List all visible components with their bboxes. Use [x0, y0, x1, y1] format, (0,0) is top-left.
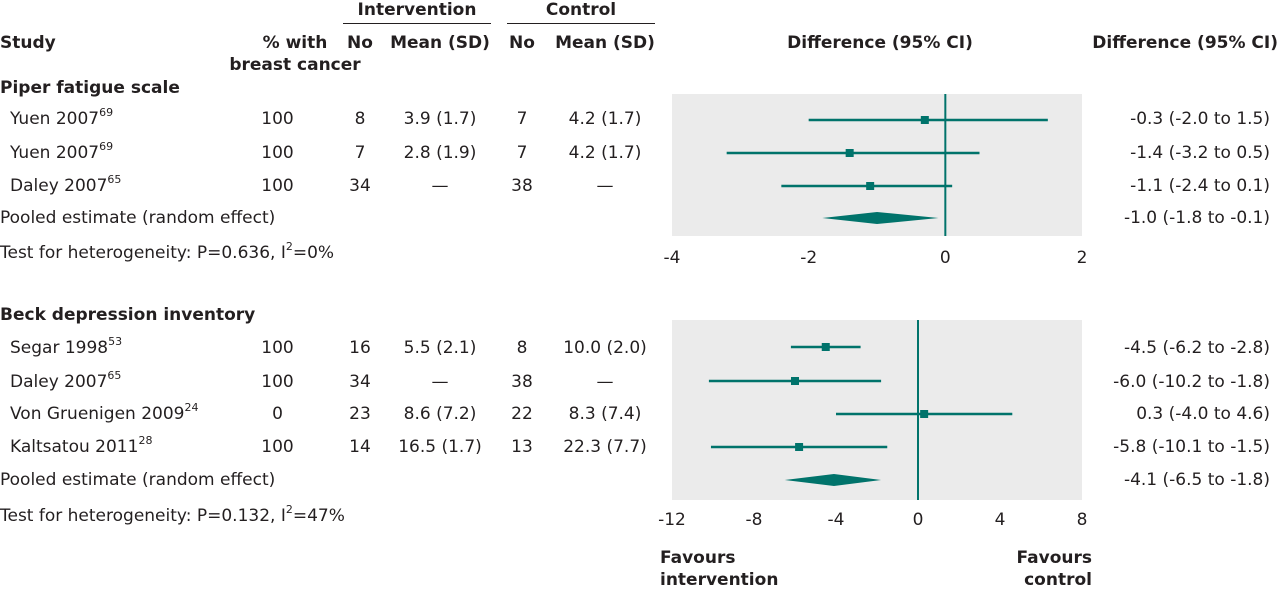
- favours-intervention-line2: intervention: [660, 570, 779, 590]
- intervention-no-value: 8: [354, 109, 366, 129]
- control-group-header: Control: [545, 0, 617, 20]
- difference-ci-value: 0.3 (-4.0 to 4.6): [1136, 404, 1270, 424]
- intervention-no-value: 16: [349, 338, 371, 358]
- control-mean-sd-value: 4.2 (1.7): [568, 143, 642, 163]
- favours-control-line2: control: [1024, 570, 1092, 590]
- x-tick-label: -4: [828, 510, 845, 530]
- difference-ci-value: -6.0 (-10.2 to -1.8): [1113, 372, 1270, 392]
- intervention-mean-sd-value: 8.6 (7.2): [403, 404, 477, 424]
- control-mean-sd-value: —: [596, 372, 614, 392]
- x-tick-label: 0: [913, 510, 924, 530]
- x-tick-label: 4: [995, 510, 1006, 530]
- intervention-header-rule: [343, 23, 491, 24]
- plot-background: [672, 320, 1082, 500]
- difference-ci-value: -1.1 (-2.4 to 0.1): [1130, 176, 1270, 196]
- intervention-mean-sd-value: 5.5 (2.1): [403, 338, 477, 358]
- pooled-estimate-label: Pooled estimate (random effect): [0, 470, 276, 490]
- pooled-estimate-label: Pooled estimate (random effect): [0, 208, 276, 228]
- control-mean-sd-value: 22.3 (7.7): [563, 437, 647, 457]
- pct-breast-cancer-value: 100: [261, 109, 294, 129]
- pct-breast-cancer-header-line2: breast cancer: [229, 55, 361, 75]
- point-estimate-marker: [791, 377, 799, 385]
- section-title-beck: Beck depression inventory: [0, 305, 256, 325]
- intervention-mean-sd-value: 16.5 (1.7): [398, 437, 482, 457]
- pooled-difference-ci-value: -1.0 (-1.8 to -0.1): [1123, 208, 1270, 228]
- intervention-no-value: 34: [349, 372, 371, 392]
- x-tick-label: 2: [1077, 248, 1088, 268]
- control-no-value: 38: [511, 176, 533, 196]
- pooled-difference-ci-value: -4.1 (-6.5 to -1.8): [1123, 470, 1270, 490]
- intervention-no-header: No: [347, 33, 373, 53]
- pooled-estimate-diamond: [784, 474, 882, 486]
- point-estimate-marker: [821, 343, 830, 351]
- point-estimate-marker: [866, 182, 875, 190]
- pct-breast-cancer-value: 100: [261, 143, 294, 163]
- point-estimate-marker: [845, 149, 854, 157]
- intervention-no-value: 34: [349, 176, 371, 196]
- control-mean-sd-header: Mean (SD): [555, 33, 655, 53]
- control-no-value: 7: [516, 109, 528, 129]
- difference-ci-value: -1.4 (-3.2 to 0.5): [1130, 143, 1270, 163]
- control-mean-sd-value: 10.0 (2.0): [563, 338, 647, 358]
- pct-breast-cancer-value: 0: [272, 404, 283, 424]
- study-name: Yuen 200769: [10, 140, 114, 163]
- difference-column-header: Difference (95% CI): [1092, 33, 1278, 53]
- favours-control-line1: Favours: [1016, 548, 1092, 568]
- study-name: Yuen 200769: [10, 106, 114, 129]
- pct-breast-cancer-value: 100: [261, 176, 294, 196]
- study-name: Segar 199853: [10, 335, 123, 358]
- study-column-header: Study: [0, 33, 56, 53]
- control-no-value: 7: [516, 143, 528, 163]
- x-tick-label: -8: [746, 510, 763, 530]
- x-tick-label: -12: [658, 510, 686, 530]
- control-no-value: 22: [511, 404, 533, 424]
- intervention-no-value: 7: [354, 143, 366, 163]
- control-header-rule: [507, 23, 655, 24]
- control-no-header: No: [509, 33, 535, 53]
- heterogeneity-beck: Test for heterogeneity: P=0.132, I2=47%: [0, 503, 345, 526]
- study-name: Daley 200765: [10, 173, 122, 196]
- point-estimate-marker: [920, 410, 929, 418]
- x-tick-label: -2: [800, 248, 817, 268]
- intervention-no-value: 14: [349, 437, 371, 457]
- intervention-group-header: Intervention: [357, 0, 477, 20]
- control-mean-sd-value: 8.3 (7.4): [568, 404, 642, 424]
- control-no-value: 13: [511, 437, 533, 457]
- pct-breast-cancer-value: 100: [261, 372, 294, 392]
- intervention-mean-sd-value: 2.8 (1.9): [403, 143, 477, 163]
- point-estimate-marker: [920, 116, 929, 124]
- heterogeneity-piper: Test for heterogeneity: P=0.636, I2=0%: [0, 240, 335, 263]
- control-no-value: 8: [516, 338, 528, 358]
- x-tick-label: -4: [664, 248, 681, 268]
- difference-ci-value: -4.5 (-6.2 to -2.8): [1123, 338, 1270, 358]
- intervention-mean-sd-value: —: [431, 176, 449, 196]
- x-tick-label: 8: [1077, 510, 1088, 530]
- study-name: Kaltsatou 201128: [10, 434, 153, 457]
- study-name: Von Gruenigen 200924: [10, 401, 199, 424]
- control-mean-sd-value: 4.2 (1.7): [568, 109, 642, 129]
- study-name: Daley 200765: [10, 369, 122, 392]
- pooled-estimate-diamond: [822, 212, 939, 224]
- intervention-mean-sd-value: 3.9 (1.7): [403, 109, 477, 129]
- intervention-mean-sd-header: Mean (SD): [390, 33, 490, 53]
- pct-breast-cancer-header-line1: % with: [262, 33, 328, 53]
- control-mean-sd-value: —: [596, 176, 614, 196]
- section-title-piper: Piper fatigue scale: [0, 78, 180, 98]
- intervention-no-value: 23: [349, 404, 371, 424]
- pct-breast-cancer-value: 100: [261, 338, 294, 358]
- x-tick-label: 0: [940, 248, 951, 268]
- difference-ci-value: -0.3 (-2.0 to 1.5): [1130, 109, 1270, 129]
- intervention-mean-sd-value: —: [431, 372, 449, 392]
- favours-intervention-line1: Favours: [660, 548, 736, 568]
- difference-ci-value: -5.8 (-10.1 to -1.5): [1113, 437, 1270, 457]
- plot-difference-header: Difference (95% CI): [787, 33, 973, 53]
- point-estimate-marker: [795, 443, 804, 451]
- control-no-value: 38: [511, 372, 533, 392]
- pct-breast-cancer-value: 100: [261, 437, 294, 457]
